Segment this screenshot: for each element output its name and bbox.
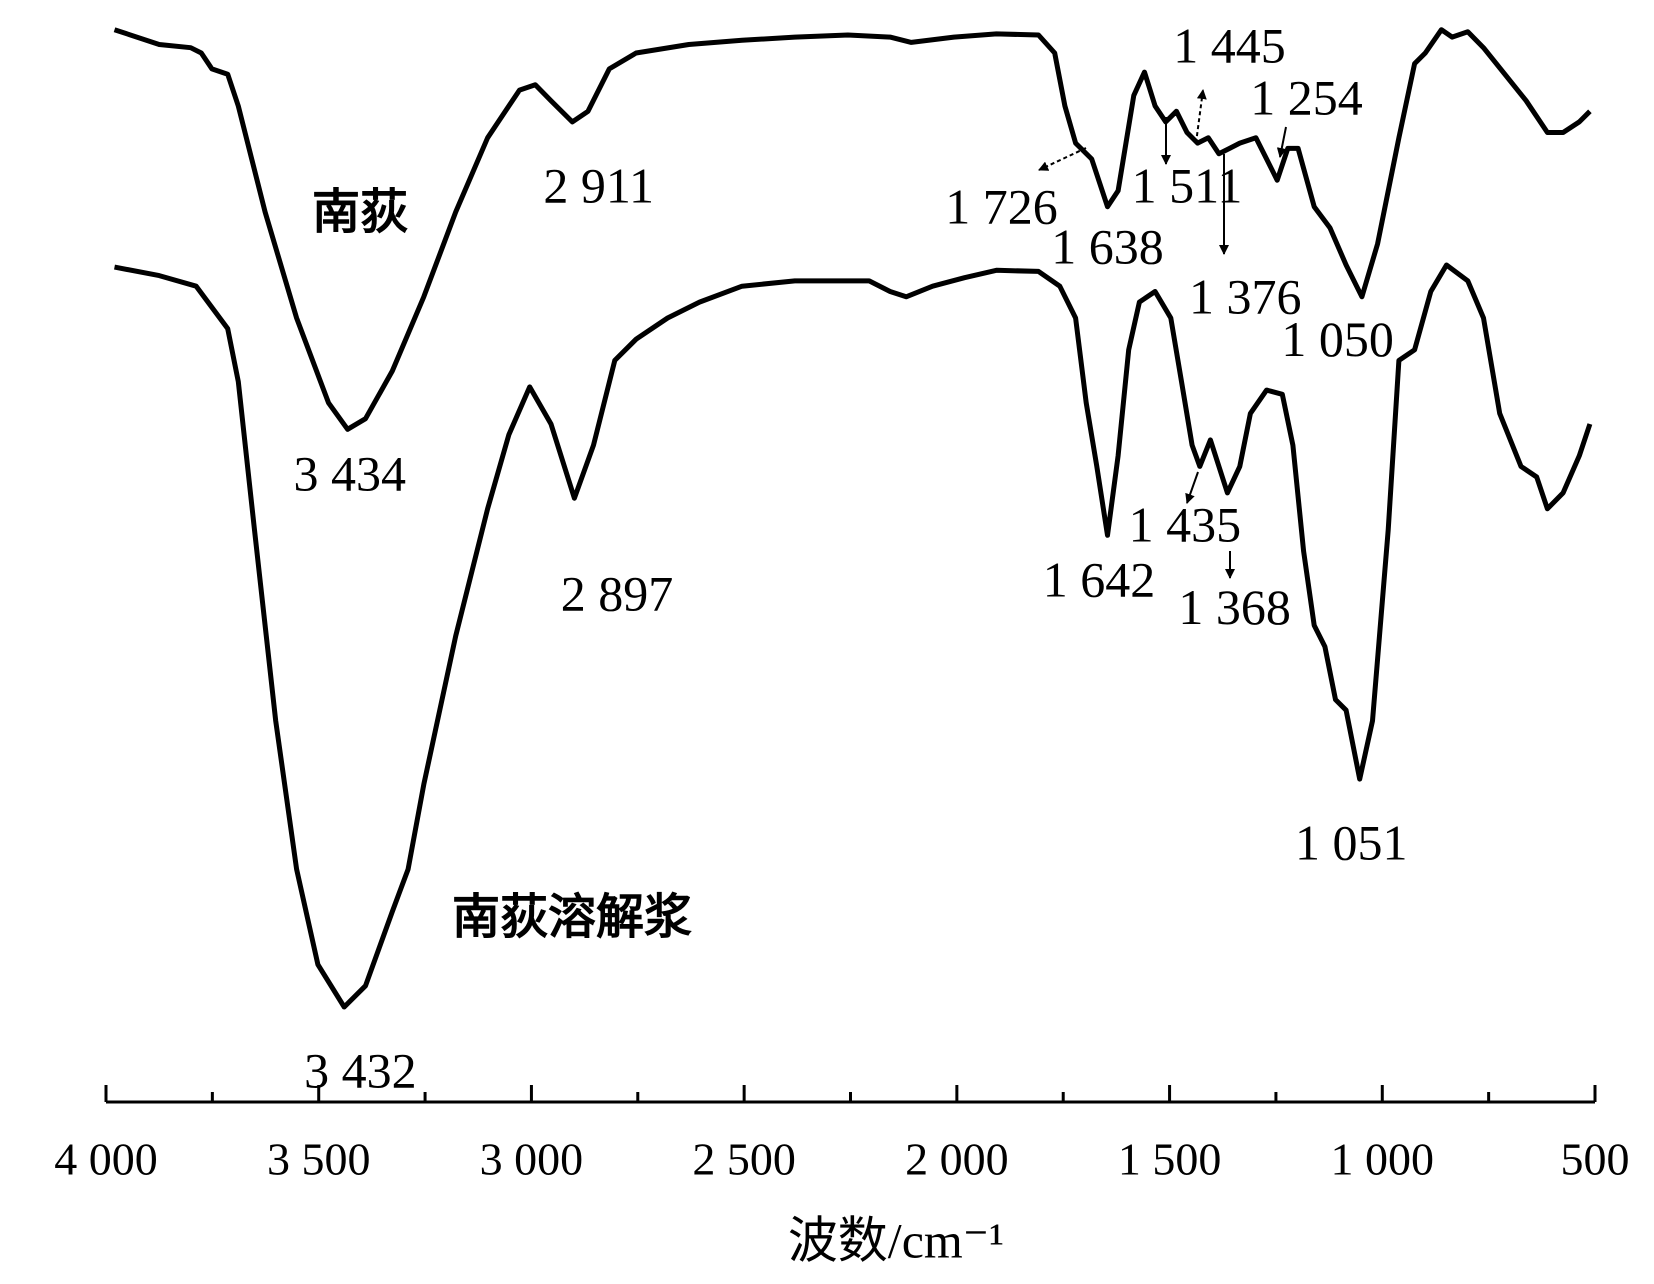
x-axis-title: 波数/cm⁻¹ (788, 1212, 1004, 1268)
arrows (1038, 89, 1287, 579)
x-tick-label: 500 (1561, 1134, 1630, 1185)
arrow (1276, 126, 1287, 158)
peak-label: 1 051 (1295, 814, 1408, 870)
x-tick-label: 1 500 (1118, 1134, 1222, 1185)
peak-label: 3 434 (294, 446, 407, 502)
x-tick-label: 2 000 (905, 1134, 1009, 1185)
x-tick-label: 2 500 (692, 1134, 796, 1185)
peak-label: 1 726 (945, 178, 1058, 234)
series-label: 南荻溶解浆 (452, 891, 692, 944)
peak-label: 1 376 (1189, 269, 1302, 325)
spectrum-line (113, 27, 1592, 432)
arrow (1038, 147, 1087, 171)
peak-label: 1 050 (1281, 311, 1394, 367)
peak-label: 2 897 (561, 565, 674, 621)
peak-label: 1 368 (1178, 579, 1291, 635)
peak-label: 1 642 (1043, 552, 1156, 608)
peak-label: 3 432 (304, 1042, 417, 1098)
peak-label: 1 638 (1051, 219, 1164, 275)
x-tick-label: 1 000 (1331, 1134, 1435, 1185)
arrow (1185, 471, 1199, 504)
x-tick-label: 3 000 (480, 1134, 584, 1185)
spectrum-line (114, 262, 1593, 1010)
peak-label: 1 254 (1250, 69, 1363, 125)
peak-label: 1 511 (1132, 157, 1243, 213)
peak-label: 1 445 (1173, 17, 1286, 73)
x-tick-label: 4 000 (54, 1134, 158, 1185)
peak-label: 2 911 (543, 157, 654, 213)
series-label: 南荻 (312, 186, 408, 239)
arrow (1195, 89, 1207, 144)
x-tick-label: 3 500 (267, 1134, 371, 1185)
peak-label: 1 435 (1129, 496, 1242, 552)
